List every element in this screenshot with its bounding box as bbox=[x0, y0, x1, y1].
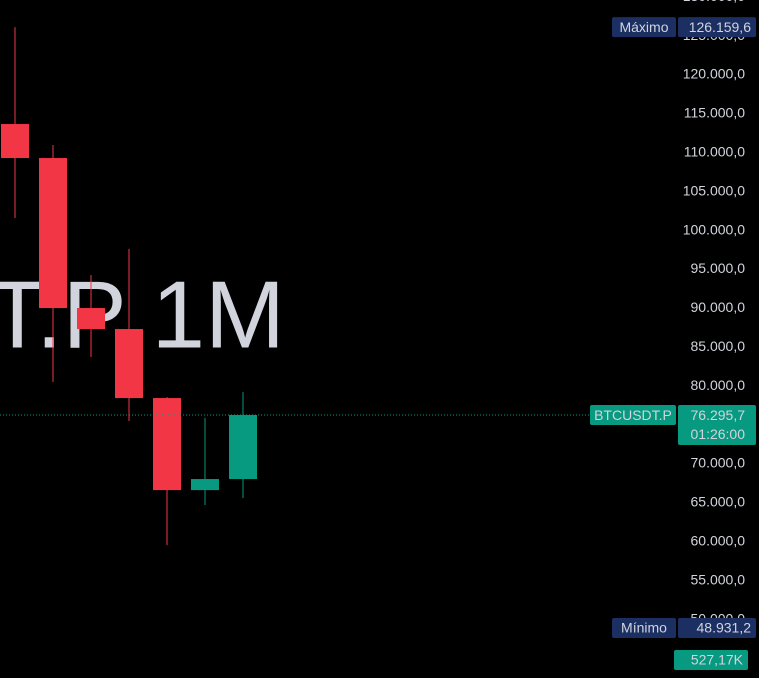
candle-body bbox=[115, 329, 143, 399]
volume-box bbox=[674, 650, 748, 670]
y-tick-label: 130.000,0 bbox=[683, 0, 745, 4]
y-tick-label: 90.000,0 bbox=[691, 299, 746, 315]
y-tick-label: 85.000,0 bbox=[691, 338, 746, 354]
y-tick-label: 70.000,0 bbox=[691, 455, 746, 471]
y-tick-label: 100.000,0 bbox=[683, 221, 745, 237]
marker-value-box bbox=[678, 617, 756, 638]
marker-value-box bbox=[678, 17, 756, 38]
candle-body bbox=[153, 398, 181, 491]
candle-body bbox=[1, 124, 29, 159]
marker-value: 48.931,2 bbox=[697, 620, 752, 636]
candle-body bbox=[39, 158, 67, 309]
y-tick-label: 110.000,0 bbox=[684, 144, 745, 160]
volume-label: 527,17K bbox=[691, 652, 744, 668]
candle-body bbox=[229, 415, 257, 480]
y-tick-label: 105.000,0 bbox=[683, 182, 745, 198]
y-tick-label: 115.000,0 bbox=[684, 105, 745, 121]
last-price-name: BTCUSDT.P bbox=[594, 407, 672, 423]
candle-body bbox=[77, 308, 105, 330]
marker-name-box bbox=[612, 617, 676, 638]
candle-body bbox=[191, 479, 219, 491]
marker-name: Mínimo bbox=[621, 620, 667, 636]
y-tick-label: 120.000,0 bbox=[683, 66, 745, 82]
last-price-name-box bbox=[590, 405, 676, 426]
y-tick-label: 95.000,0 bbox=[691, 260, 746, 276]
marker-value: 126.159,6 bbox=[689, 19, 751, 35]
marker-name: Máximo bbox=[619, 19, 668, 35]
last-price-label: 76.295,7 bbox=[691, 407, 746, 423]
marker-name-box bbox=[612, 17, 676, 38]
y-tick-label: 55.000,0 bbox=[691, 571, 746, 587]
countdown: 01:26:00 bbox=[691, 426, 746, 442]
y-tick-label: 65.000,0 bbox=[691, 494, 746, 510]
y-tick-label: 80.000,0 bbox=[691, 377, 746, 393]
last-price-box bbox=[678, 405, 756, 446]
y-tick-label: 60.000,0 bbox=[691, 533, 746, 549]
